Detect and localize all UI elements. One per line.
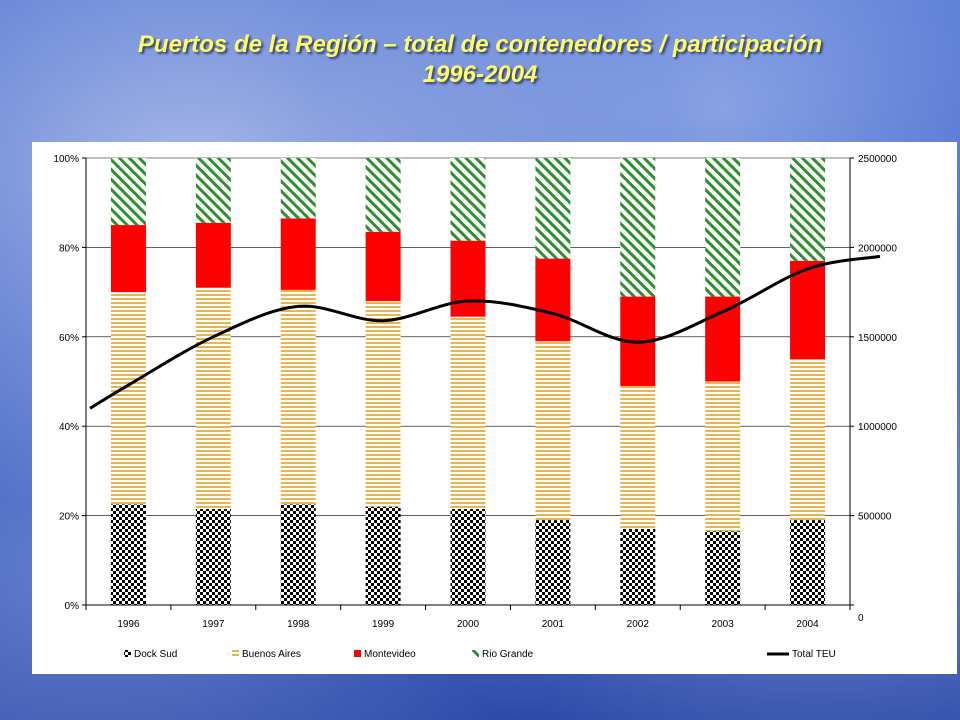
chart-title-line1: Puertos de la Región – total de contened… <box>137 31 823 58</box>
y-right-tick-label: 2500000 <box>858 154 897 165</box>
x-tick-label: 2001 <box>542 619 565 630</box>
bar-buenos-aires-2002 <box>620 385 656 530</box>
bar-rio-grande-1997 <box>195 158 231 223</box>
x-tick-label: 2003 <box>712 619 735 630</box>
bar-dock-sud-2001 <box>535 520 571 605</box>
bar-dock-sud-1997 <box>195 508 231 605</box>
bar-dock-sud-1996 <box>110 504 146 605</box>
y-left-tick-label: 0% <box>65 601 80 612</box>
bar-montevideo-1997 <box>195 222 231 288</box>
bar-buenos-aires-1997 <box>195 287 231 509</box>
chart-title-line2: 1996-2004 <box>422 61 538 88</box>
legend-layer: Dock Sud Buenos Aires Montevideo Rio Grande… <box>124 649 836 660</box>
x-tick-label: 2004 <box>796 619 819 630</box>
y-left-tick-label: 80% <box>59 243 79 254</box>
legend-swatch-rio-grande <box>472 650 479 657</box>
chart-title: Puertos de la Región – total de contened… <box>0 30 960 90</box>
bar-montevideo-2004 <box>790 260 826 360</box>
y-right-tick-label: 500000 <box>858 512 892 523</box>
bar-rio-grande-2000 <box>450 158 486 241</box>
x-tick-label: 1999 <box>372 619 395 630</box>
bar-buenos-aires-2004 <box>790 359 826 521</box>
legend-swatch-montevideo <box>354 650 361 657</box>
legend-label-rio-grande: Rio Grande <box>482 649 534 660</box>
legend-label-total-teu: Total TEU <box>792 649 836 660</box>
y-right-tick-label: 0 <box>858 613 864 624</box>
x-tick-label: 1998 <box>287 619 310 630</box>
bar-montevideo-1996 <box>110 225 146 293</box>
y-right-tick-label: 1000000 <box>858 422 897 433</box>
y-left-tick-label: 20% <box>59 512 79 523</box>
legend-swatch-dock-sud <box>124 650 131 657</box>
bar-rio-grande-1999 <box>365 158 401 232</box>
bar-montevideo-2000 <box>450 240 486 317</box>
axes-layer: 0% 20% 40% 60% 80% 100% 0 500000 1000000 1500000 2… <box>53 154 897 630</box>
y-left-tick-label: 100% <box>53 154 79 165</box>
y-left-tick-label: 60% <box>59 333 79 344</box>
bar-rio-grande-1998 <box>280 158 316 219</box>
bar-rio-grande-2004 <box>790 158 826 261</box>
bar-dock-sud-1998 <box>280 504 316 605</box>
bar-buenos-aires-1999 <box>365 301 401 507</box>
bar-dock-sud-2004 <box>790 520 826 605</box>
bars-layer <box>110 158 826 605</box>
bar-montevideo-2001 <box>535 258 571 342</box>
bar-dock-sud-2000 <box>450 508 486 605</box>
bar-buenos-aires-1998 <box>280 289 316 505</box>
bar-buenos-aires-2003 <box>705 381 741 532</box>
y-left-tick-label: 40% <box>59 422 79 433</box>
y-right-tick-label: 2000000 <box>858 243 897 254</box>
bar-rio-grande-1996 <box>110 158 146 226</box>
bar-buenos-aires-2001 <box>535 341 571 521</box>
legend-label-buenos-aires: Buenos Aires <box>242 649 301 660</box>
bar-dock-sud-2002 <box>620 529 656 605</box>
bar-buenos-aires-1996 <box>110 292 146 505</box>
legend-swatch-buenos-aires <box>232 650 239 657</box>
bar-montevideo-1998 <box>280 218 316 290</box>
stacked-bar-line-chart: 0% 20% 40% 60% 80% 100% 0 500000 1000000 1500000 2… <box>53 154 897 660</box>
bar-buenos-aires-2000 <box>450 316 486 509</box>
bar-rio-grande-2001 <box>535 158 571 259</box>
legend-label-dock-sud: Dock Sud <box>134 649 177 660</box>
x-tick-label: 1996 <box>117 619 140 630</box>
y-right-tick-label: 1500000 <box>858 333 897 344</box>
line-total-teu <box>89 254 881 410</box>
bar-dock-sud-2003 <box>705 531 741 605</box>
x-tick-label: 2002 <box>627 619 650 630</box>
legend-label-montevideo: Montevideo <box>364 649 416 660</box>
bar-dock-sud-1999 <box>365 506 401 605</box>
chart-panel: 0% 20% 40% 60% 80% 100% 0 500000 1000000 1500000 2… <box>32 142 957 674</box>
bar-montevideo-1999 <box>365 231 401 302</box>
line-layer <box>89 254 881 410</box>
x-tick-label: 1997 <box>202 619 225 630</box>
x-tick-label: 2000 <box>457 619 480 630</box>
bar-rio-grande-2002 <box>620 158 656 297</box>
bar-montevideo-2003 <box>705 296 741 382</box>
bar-rio-grande-2003 <box>705 158 741 297</box>
